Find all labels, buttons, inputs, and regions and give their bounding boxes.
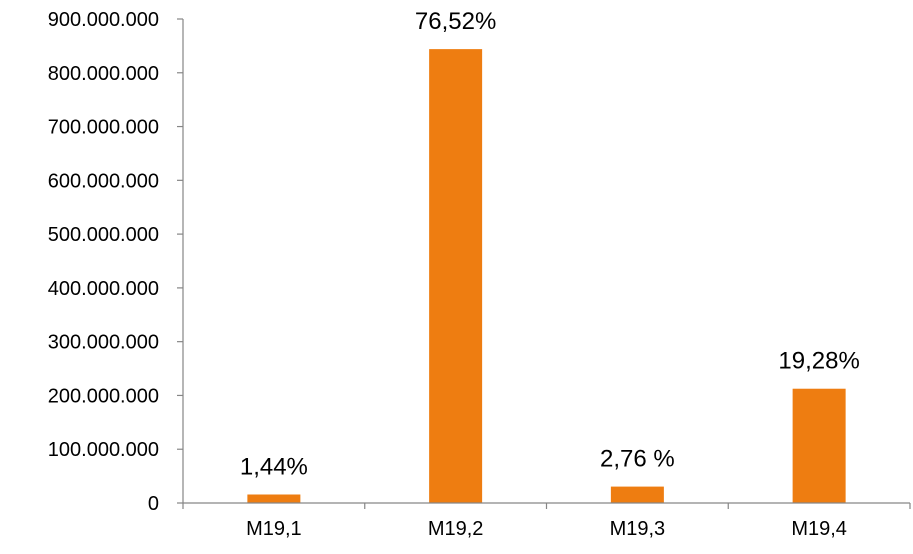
bar-1 <box>247 494 301 503</box>
x-axis-labels: M19,1 M19,2 M19,3 M19,4 <box>246 518 847 540</box>
y-tick-label: 500.000.000 <box>48 224 159 246</box>
y-tick-label: 0 <box>148 493 159 515</box>
bar-data-label: 19,28% <box>778 348 859 375</box>
axes <box>182 19 911 509</box>
bars <box>247 49 846 504</box>
x-category-label: M19,1 <box>246 518 302 540</box>
y-tick-label: 200.000.000 <box>48 385 159 407</box>
bar-4 <box>792 388 846 503</box>
data-labels: 1,44% 76,52% 2,76 % 19,28% <box>240 8 860 480</box>
y-tick-label: 700.000.000 <box>48 117 159 139</box>
bar-data-label: 1,44% <box>240 454 308 481</box>
bar-3 <box>610 486 664 503</box>
x-category-label: M19,2 <box>428 518 484 540</box>
y-tick-label: 100.000.000 <box>48 439 159 461</box>
y-tick-label: 400.000.000 <box>48 278 159 300</box>
y-tick-label: 600.000.000 <box>48 170 159 192</box>
bar-2 <box>429 49 483 504</box>
y-tick-label: 300.000.000 <box>48 332 159 354</box>
y-tick-label: 900.000.000 <box>48 9 159 31</box>
x-category-label: M19,4 <box>791 518 847 540</box>
y-axis-ticks: 0 100.000.000 200.000.000 300.000.000 400.00… <box>48 9 183 515</box>
bar-data-label: 2,76 % <box>600 446 675 473</box>
x-category-label: M19,3 <box>610 518 666 540</box>
y-tick-label: 800.000.000 <box>48 63 159 85</box>
bar-data-label: 76,52% <box>415 8 496 35</box>
